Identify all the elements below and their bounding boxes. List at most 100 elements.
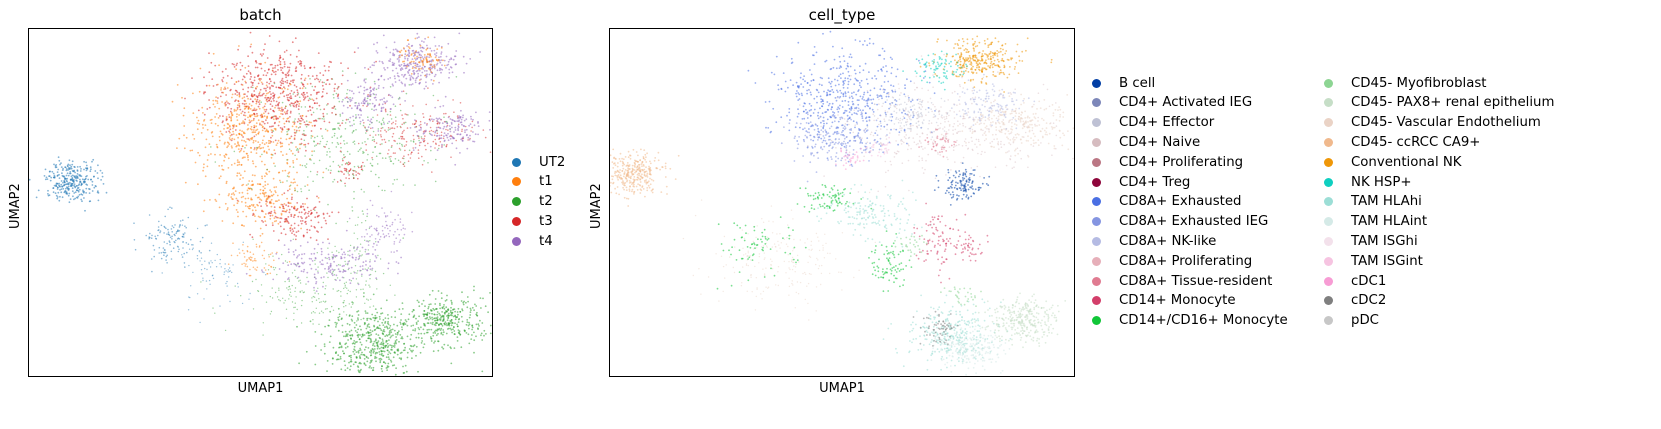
point-cluster-t1 xyxy=(171,43,329,202)
legend-label: pDC xyxy=(1351,313,1379,329)
legend-marker xyxy=(1324,316,1333,326)
legend-marker xyxy=(512,216,521,226)
legend-label: CD4+ Proliferating xyxy=(1119,154,1244,170)
legend-marker xyxy=(1092,316,1101,326)
legend-marker xyxy=(512,157,521,167)
legend-marker xyxy=(1324,276,1333,286)
legend-marker xyxy=(1092,236,1101,246)
legend-label: CD4+ Naive xyxy=(1119,134,1201,150)
legend-label: TAM ISGint xyxy=(1351,253,1423,269)
legend-marker xyxy=(1324,98,1333,108)
batch-legend: UT2 t1 t2 t3 t4 xyxy=(512,153,592,253)
cell-type-y-axis-label: UMAP2 xyxy=(589,183,604,229)
point-cluster-t1 xyxy=(398,36,446,82)
legend-marker xyxy=(1324,177,1333,187)
point-cluster-cd8a-exhausted xyxy=(747,30,936,166)
legend-label: CD4+ Effector xyxy=(1119,115,1215,131)
legend-marker xyxy=(1324,157,1333,167)
legend-marker xyxy=(1324,256,1333,266)
point-cluster-cd14-cd16-monocyte xyxy=(796,184,873,213)
legend-marker xyxy=(1092,256,1101,266)
legend-item-cd8a-proliferating: CD8A+ Proliferating xyxy=(1092,252,1252,270)
legend-item-tam-isgint: TAM ISGint xyxy=(1324,252,1423,270)
point-cluster-cd14-monocyte xyxy=(945,228,989,262)
legend-label: CD8A+ Proliferating xyxy=(1119,253,1253,269)
point-cluster-ut2 xyxy=(133,206,211,273)
legend-item-cd4-activated-ieg: CD4+ Activated IEG xyxy=(1092,94,1252,112)
legend-item-t1: t1 xyxy=(512,173,553,191)
point-cluster-cd45-pax8-renal-epithelium xyxy=(974,292,1067,349)
legend-item-cd8a-exhausted-ieg: CD8A+ Exhausted IEG xyxy=(1092,213,1268,231)
legend-item-cd4-proliferating: CD4+ Proliferating xyxy=(1092,153,1243,171)
point-cluster-cd14-cd16-monocyte xyxy=(868,230,913,293)
legend-marker xyxy=(1324,197,1333,207)
legend-marker xyxy=(1324,217,1333,227)
legend-label: CD8A+ Tissue-resident xyxy=(1119,273,1273,289)
point-cluster-ut2 xyxy=(29,156,108,212)
cell-type-plot-title: cell_type xyxy=(808,6,876,24)
point-cluster-nk-hsp xyxy=(902,50,968,91)
legend-marker xyxy=(1092,296,1101,306)
point-cluster-conventional-nk xyxy=(919,35,1053,93)
point-cluster-t1 xyxy=(227,241,291,277)
legend-marker xyxy=(512,197,521,207)
legend-label: B cell xyxy=(1119,75,1156,91)
legend-marker xyxy=(1092,78,1101,88)
legend-label: TAM HLAint xyxy=(1351,214,1428,230)
legend-marker xyxy=(512,177,521,187)
legend-marker xyxy=(1324,137,1333,147)
point-cluster-tam-isgint xyxy=(865,136,892,158)
legend-item-cd14-cd16-monocyte: CD14+/CD16+ Monocyte xyxy=(1092,312,1288,330)
batch-y-axis-label: UMAP2 xyxy=(8,183,23,229)
legend-item-t4: t4 xyxy=(512,232,553,250)
legend-label: CD45- PAX8+ renal epithelium xyxy=(1351,95,1555,111)
point-cluster-cdc1 xyxy=(835,147,865,171)
legend-label: t1 xyxy=(539,174,553,190)
batch-scatter xyxy=(29,29,492,376)
legend-item-cd14-monocyte: CD14+ Monocyte xyxy=(1092,292,1236,310)
cell-type-plot-area xyxy=(609,28,1075,377)
cell-type-scatter xyxy=(610,30,1074,376)
legend-item-cdc1: cDC1 xyxy=(1324,272,1386,290)
legend-item-tam-isghi: TAM ISGhi xyxy=(1324,232,1418,250)
point-cluster-t1 xyxy=(202,159,320,237)
batch-plot-title: batch xyxy=(239,6,282,24)
legend-marker xyxy=(512,236,521,246)
point-cluster-cd45-vascular-endothelium xyxy=(940,89,1074,158)
point-cluster-t2 xyxy=(200,238,396,336)
legend-label: CD45- ccRCC CA9+ xyxy=(1351,134,1481,150)
cell-type-legend: B cell CD4+ Activated IEG CD4+ Effector CD4… xyxy=(1092,74,1657,334)
point-cluster-cd14-cd16-monocyte xyxy=(716,216,807,290)
legend-item-pdc: pDC xyxy=(1324,312,1379,330)
point-cluster-cd14-monocyte xyxy=(913,202,967,284)
legend-item-nk-hsp: NK HSP+ xyxy=(1324,173,1412,191)
point-cluster-t4 xyxy=(348,190,414,257)
legend-label: t3 xyxy=(539,213,553,229)
legend-item-cd4-treg: CD4+ Treg xyxy=(1092,173,1190,191)
legend-item-t3: t3 xyxy=(512,212,553,230)
legend-item-cd45-ccrcc-ca9: CD45- ccRCC CA9+ xyxy=(1324,133,1480,151)
legend-marker xyxy=(1324,118,1333,128)
point-cluster-t2 xyxy=(210,70,458,239)
point-cluster-t4 xyxy=(357,29,481,108)
legend-marker xyxy=(1092,98,1101,108)
legend-label: cDC1 xyxy=(1351,273,1387,289)
point-cluster-cd45-myofibroblast xyxy=(940,286,982,307)
legend-item-cd8a-nk-like: CD8A+ NK-like xyxy=(1092,232,1216,250)
legend-label: Conventional NK xyxy=(1351,154,1462,170)
legend-label: CD45- Myofibroblast xyxy=(1351,75,1487,91)
legend-item-cd4-naive: CD4+ Naive xyxy=(1092,133,1200,151)
legend-label: CD8A+ Exhausted xyxy=(1119,194,1242,210)
point-cluster-cd45-vascular-endothelium xyxy=(682,191,931,321)
legend-label: TAM HLAhi xyxy=(1351,194,1422,210)
legend-label: CD4+ Treg xyxy=(1119,174,1191,190)
point-cluster-t4 xyxy=(245,229,402,292)
point-cluster-t3 xyxy=(329,156,364,185)
cell-type-x-axis-label: UMAP1 xyxy=(819,381,865,396)
legend-item-cd8a-tissue-resident: CD8A+ Tissue-resident xyxy=(1092,272,1272,290)
batch-x-axis-label: UMAP1 xyxy=(237,381,284,396)
legend-marker xyxy=(1092,217,1101,227)
legend-label: CD8A+ Exhausted IEG xyxy=(1119,214,1269,230)
legend-item-cdc2: cDC2 xyxy=(1324,292,1386,310)
legend-item-b-cell: B cell xyxy=(1092,74,1155,92)
